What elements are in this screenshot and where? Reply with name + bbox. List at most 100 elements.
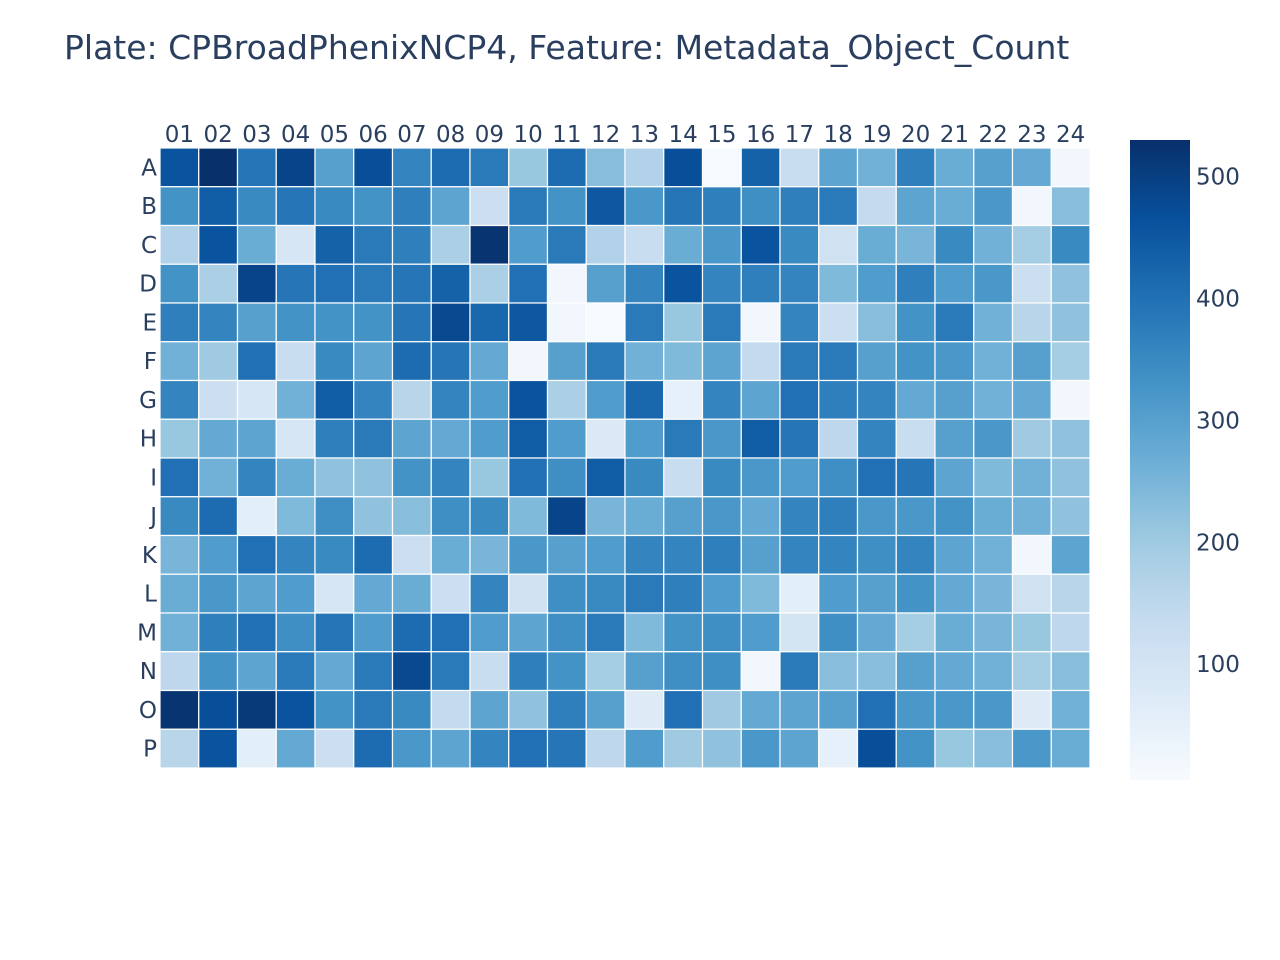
cell-P20 bbox=[895, 728, 936, 769]
cell-A20 bbox=[895, 147, 936, 188]
cell-L12 bbox=[585, 573, 626, 614]
y-tick-I: I bbox=[150, 465, 157, 491]
cell-A13 bbox=[624, 147, 665, 188]
cell-J22 bbox=[973, 496, 1014, 537]
cell-P09 bbox=[469, 728, 510, 769]
cell-B06 bbox=[353, 186, 394, 227]
cell-D01 bbox=[159, 263, 200, 304]
cell-E10 bbox=[508, 302, 549, 343]
cell-A12 bbox=[585, 147, 626, 188]
cell-O07 bbox=[391, 689, 432, 730]
cell-C12 bbox=[585, 224, 626, 265]
cell-I12 bbox=[585, 457, 626, 498]
cell-O05 bbox=[314, 689, 355, 730]
cell-E14 bbox=[663, 302, 704, 343]
cell-B05 bbox=[314, 186, 355, 227]
x-tick-18: 18 bbox=[823, 122, 852, 148]
cell-N07 bbox=[391, 651, 432, 692]
cell-D04 bbox=[275, 263, 316, 304]
colorbar-tick-500: 500 bbox=[1196, 165, 1240, 191]
cell-L07 bbox=[391, 573, 432, 614]
cell-J17 bbox=[779, 496, 820, 537]
cell-K12 bbox=[585, 534, 626, 575]
cell-L16 bbox=[740, 573, 781, 614]
cell-M10 bbox=[508, 612, 549, 653]
cell-F24 bbox=[1050, 341, 1091, 382]
cell-F07 bbox=[391, 341, 432, 382]
cell-C01 bbox=[159, 224, 200, 265]
cell-P19 bbox=[856, 728, 897, 769]
cell-M09 bbox=[469, 612, 510, 653]
cell-E23 bbox=[1011, 302, 1052, 343]
cell-I21 bbox=[934, 457, 975, 498]
cell-P05 bbox=[314, 728, 355, 769]
cell-F06 bbox=[353, 341, 394, 382]
cell-G08 bbox=[430, 379, 471, 420]
cell-O04 bbox=[275, 689, 316, 730]
y-tick-G: G bbox=[139, 388, 157, 414]
chart-title: Plate: CPBroadPhenixNCP4, Feature: Metad… bbox=[64, 28, 1070, 67]
cell-G11 bbox=[546, 379, 587, 420]
cell-D13 bbox=[624, 263, 665, 304]
cell-H24 bbox=[1050, 418, 1091, 459]
cell-N04 bbox=[275, 651, 316, 692]
cell-O23 bbox=[1011, 689, 1052, 730]
cell-L17 bbox=[779, 573, 820, 614]
cell-F04 bbox=[275, 341, 316, 382]
cell-N22 bbox=[973, 651, 1014, 692]
cell-L02 bbox=[198, 573, 239, 614]
cell-H09 bbox=[469, 418, 510, 459]
cell-I08 bbox=[430, 457, 471, 498]
cell-A21 bbox=[934, 147, 975, 188]
cell-J20 bbox=[895, 496, 936, 537]
cell-A08 bbox=[430, 147, 471, 188]
cell-M19 bbox=[856, 612, 897, 653]
cell-F20 bbox=[895, 341, 936, 382]
x-tick-17: 17 bbox=[785, 122, 814, 148]
x-tick-03: 03 bbox=[242, 122, 271, 148]
cell-J13 bbox=[624, 496, 665, 537]
cell-F05 bbox=[314, 341, 355, 382]
cell-J05 bbox=[314, 496, 355, 537]
cell-N21 bbox=[934, 651, 975, 692]
cell-J06 bbox=[353, 496, 394, 537]
cell-N20 bbox=[895, 651, 936, 692]
cell-I20 bbox=[895, 457, 936, 498]
cell-O22 bbox=[973, 689, 1014, 730]
cell-I14 bbox=[663, 457, 704, 498]
cell-K09 bbox=[469, 534, 510, 575]
cell-C09 bbox=[469, 224, 510, 265]
cell-M17 bbox=[779, 612, 820, 653]
cell-I10 bbox=[508, 457, 549, 498]
cell-L15 bbox=[701, 573, 742, 614]
cell-J16 bbox=[740, 496, 781, 537]
cell-A19 bbox=[856, 147, 897, 188]
cell-M18 bbox=[818, 612, 859, 653]
cell-E05 bbox=[314, 302, 355, 343]
cell-E19 bbox=[856, 302, 897, 343]
cell-J21 bbox=[934, 496, 975, 537]
cell-D14 bbox=[663, 263, 704, 304]
cell-E13 bbox=[624, 302, 665, 343]
cell-B18 bbox=[818, 186, 859, 227]
cell-I02 bbox=[198, 457, 239, 498]
cell-H20 bbox=[895, 418, 936, 459]
cell-J14 bbox=[663, 496, 704, 537]
cell-M12 bbox=[585, 612, 626, 653]
cell-C14 bbox=[663, 224, 704, 265]
y-tick-M: M bbox=[137, 620, 157, 646]
cell-G20 bbox=[895, 379, 936, 420]
cell-K17 bbox=[779, 534, 820, 575]
cell-P13 bbox=[624, 728, 665, 769]
cell-P02 bbox=[198, 728, 239, 769]
cell-L14 bbox=[663, 573, 704, 614]
cell-B08 bbox=[430, 186, 471, 227]
cell-K10 bbox=[508, 534, 549, 575]
cell-C04 bbox=[275, 224, 316, 265]
cell-O06 bbox=[353, 689, 394, 730]
cell-K05 bbox=[314, 534, 355, 575]
cell-J04 bbox=[275, 496, 316, 537]
cell-B13 bbox=[624, 186, 665, 227]
cell-K15 bbox=[701, 534, 742, 575]
cell-F16 bbox=[740, 341, 781, 382]
